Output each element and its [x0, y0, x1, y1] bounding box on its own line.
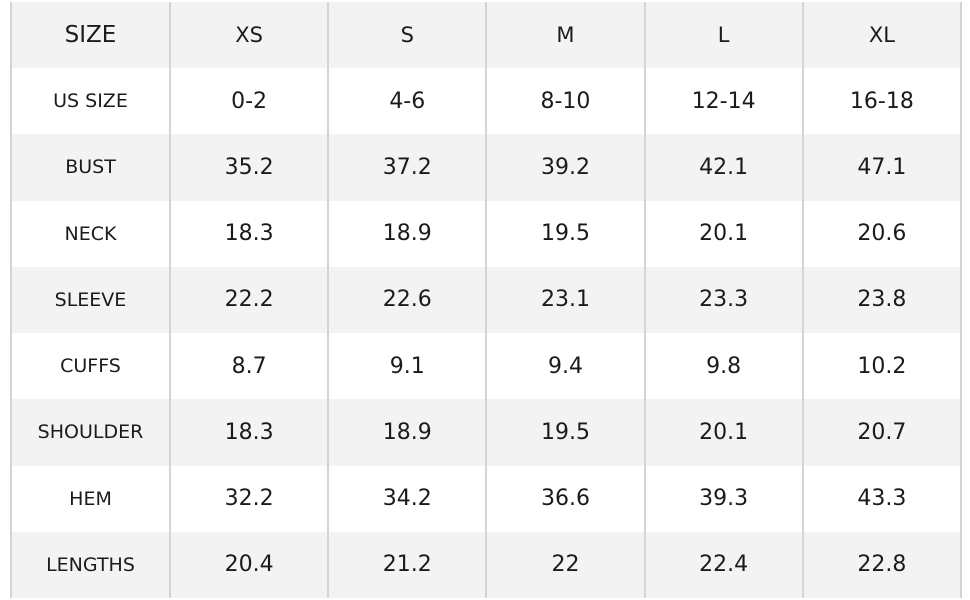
table-cell: 32.2	[168, 465, 330, 532]
table-cell: 12-14	[643, 68, 804, 135]
table-cell: 18.3	[168, 200, 330, 267]
table-cell: 9.4	[485, 333, 646, 400]
table-cell: 37.2	[327, 134, 488, 201]
table-cell: 18.9	[327, 200, 488, 267]
table-cell: 23.3	[643, 266, 804, 333]
row-label-lengths: LENGTHS	[10, 531, 171, 598]
table-cell: 9.8	[643, 333, 804, 400]
column-header-xl: XL	[801, 2, 963, 68]
row-label-neck: NECK	[10, 200, 171, 267]
table-cell: 18.3	[168, 399, 330, 466]
size-chart-table: SIZE XS S M L XL US SIZE 0-2 4-6 8-10 12…	[10, 2, 963, 598]
row-label-bust: BUST	[10, 134, 171, 201]
column-header-xs: XS	[168, 2, 330, 68]
row-label-sleeve: SLEEVE	[10, 266, 171, 333]
table-cell: 22.8	[801, 531, 963, 598]
table-cell: 18.9	[327, 399, 488, 466]
table-cell: 20.6	[801, 200, 963, 267]
table-cell: 35.2	[168, 134, 330, 201]
row-label-us-size: US SIZE	[10, 68, 171, 135]
table-cell: 39.2	[485, 134, 646, 201]
table-row: NECK 18.3 18.9 19.5 20.1 20.6	[10, 200, 963, 267]
table-header: SIZE XS S M L XL	[10, 2, 963, 68]
table-row: SLEEVE 22.2 22.6 23.1 23.3 23.8	[10, 266, 963, 333]
table-cell: 22.6	[327, 266, 488, 333]
table-cell: 22.2	[168, 266, 330, 333]
column-header-l: L	[643, 2, 804, 68]
table-row: BUST 35.2 37.2 39.2 42.1 47.1	[10, 134, 963, 201]
table-cell: 22	[485, 531, 646, 598]
row-label-hem: HEM	[10, 465, 171, 532]
table-row: CUFFS 8.7 9.1 9.4 9.8 10.2	[10, 333, 963, 400]
table-cell: 23.1	[485, 266, 646, 333]
table-cell: 16-18	[801, 68, 963, 135]
table-cell: 20.1	[643, 200, 804, 267]
table-cell: 19.5	[485, 399, 646, 466]
column-header-s: S	[327, 2, 488, 68]
table-cell: 43.3	[801, 465, 963, 532]
header-size-label: SIZE	[10, 2, 171, 68]
table-cell: 19.5	[485, 200, 646, 267]
table-cell: 34.2	[327, 465, 488, 532]
table-cell: 23.8	[801, 266, 963, 333]
table-row: US SIZE 0-2 4-6 8-10 12-14 16-18	[10, 68, 963, 135]
table-cell: 8.7	[168, 333, 330, 400]
header-row: SIZE XS S M L XL	[10, 2, 963, 68]
table-cell: 36.6	[485, 465, 646, 532]
table-cell: 10.2	[801, 333, 963, 400]
table-body: US SIZE 0-2 4-6 8-10 12-14 16-18 BUST 35…	[10, 68, 963, 598]
table-cell: 39.3	[643, 465, 804, 532]
table-row: HEM 32.2 34.2 36.6 39.3 43.3	[10, 465, 963, 532]
table-cell: 20.4	[168, 531, 330, 598]
column-header-m: M	[485, 2, 646, 68]
table-cell: 21.2	[327, 531, 488, 598]
table-cell: 8-10	[485, 68, 646, 135]
row-label-shoulder: SHOULDER	[10, 399, 171, 466]
table-cell: 42.1	[643, 134, 804, 201]
table-cell: 20.7	[801, 399, 963, 466]
table-row: LENGTHS 20.4 21.2 22 22.4 22.8	[10, 531, 963, 598]
table-cell: 20.1	[643, 399, 804, 466]
table-cell: 22.4	[643, 531, 804, 598]
table-cell: 0-2	[168, 68, 330, 135]
table-cell: 47.1	[801, 134, 963, 201]
table-cell: 4-6	[327, 68, 488, 135]
table-cell: 9.1	[327, 333, 488, 400]
table-row: SHOULDER 18.3 18.9 19.5 20.1 20.7	[10, 399, 963, 466]
row-label-cuffs: CUFFS	[10, 333, 171, 400]
